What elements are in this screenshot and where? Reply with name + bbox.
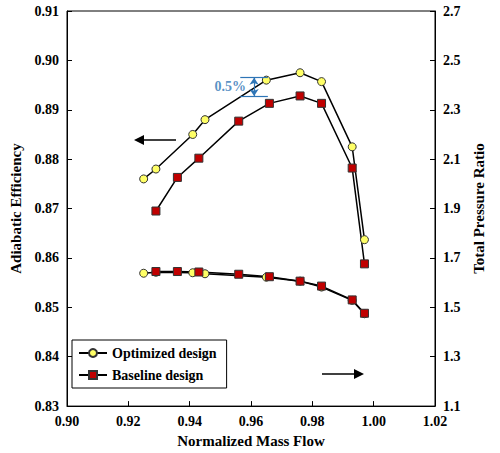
- svg-text:0.5%: 0.5%: [215, 79, 247, 94]
- svg-text:Normalized Mass Flow: Normalized Mass Flow: [177, 433, 325, 449]
- svg-text:0.94: 0.94: [177, 414, 202, 429]
- svg-text:1.02: 1.02: [423, 414, 448, 429]
- svg-text:2.1: 2.1: [443, 152, 461, 167]
- svg-text:0.84: 0.84: [35, 349, 60, 364]
- svg-text:0.86: 0.86: [35, 250, 60, 265]
- svg-text:0.96: 0.96: [239, 414, 264, 429]
- svg-text:Total Pressure Ratio: Total Pressure Ratio: [471, 143, 487, 274]
- svg-text:Adiabatic Efficiency: Adiabatic Efficiency: [8, 143, 24, 274]
- svg-text:Optimized design: Optimized design: [112, 346, 217, 361]
- svg-text:0.98: 0.98: [300, 414, 325, 429]
- svg-text:Baseline design: Baseline design: [112, 368, 204, 383]
- svg-text:2.5: 2.5: [443, 53, 461, 68]
- svg-text:0.90: 0.90: [35, 53, 60, 68]
- svg-text:0.88: 0.88: [35, 152, 60, 167]
- svg-text:1.3: 1.3: [443, 349, 461, 364]
- svg-text:2.3: 2.3: [443, 102, 461, 117]
- svg-text:0.90: 0.90: [55, 414, 80, 429]
- svg-text:2.7: 2.7: [443, 4, 461, 19]
- svg-text:0.89: 0.89: [35, 102, 60, 117]
- svg-text:0.87: 0.87: [35, 201, 60, 216]
- svg-text:0.85: 0.85: [35, 300, 60, 315]
- svg-text:1.9: 1.9: [443, 201, 461, 216]
- svg-text:0.91: 0.91: [35, 4, 60, 19]
- svg-text:1.00: 1.00: [361, 414, 386, 429]
- svg-text:0.83: 0.83: [35, 399, 60, 414]
- svg-text:1.5: 1.5: [443, 300, 461, 315]
- svg-text:1.7: 1.7: [443, 250, 461, 265]
- svg-text:1.1: 1.1: [443, 399, 461, 414]
- svg-text:0.92: 0.92: [116, 414, 141, 429]
